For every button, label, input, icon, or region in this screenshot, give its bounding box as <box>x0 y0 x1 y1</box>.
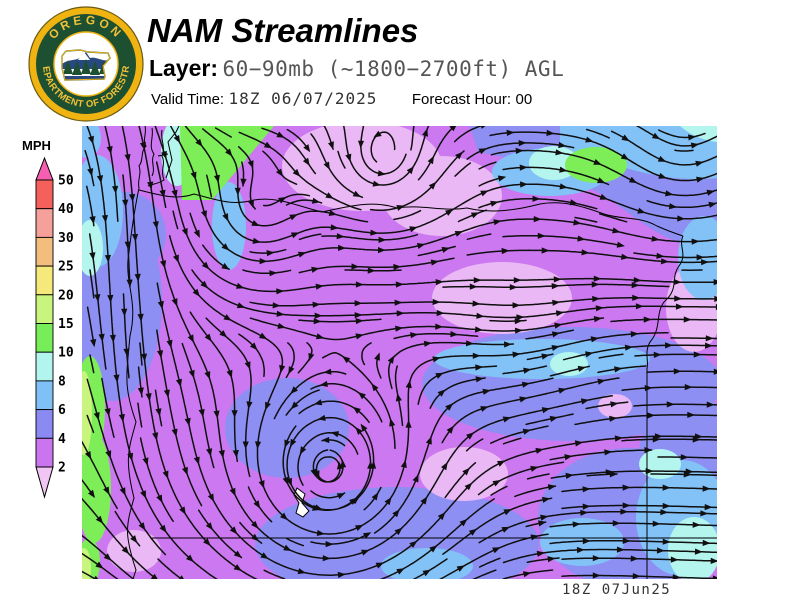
forecast-hour-label: Forecast Hour: <box>411 91 512 108</box>
puget-sound-inlets <box>147 126 180 187</box>
speed-regions-10-15 <box>82 126 627 579</box>
speed-regions-8-10 <box>82 126 717 579</box>
svg-text:40: 40 <box>58 202 74 217</box>
svg-text:20: 20 <box>58 288 74 303</box>
logo-green-band <box>36 14 136 114</box>
odf-logo: OREGON DEPARTMENT OF FORESTRY <box>28 6 144 122</box>
coastline <box>126 126 147 579</box>
valid-time-label: Valid Time: <box>151 91 225 108</box>
svg-text:4: 4 <box>58 432 66 447</box>
map-timestamp: 18Z 07Jun25 <box>562 582 672 598</box>
svg-text:30: 30 <box>58 231 74 246</box>
streamline-arrowheads <box>84 126 717 579</box>
valid-time-value: 18Z 06/07/2025 <box>228 89 378 108</box>
svg-text:25: 25 <box>58 260 74 275</box>
logo-state-scene <box>61 49 111 81</box>
legend-unit-label: MPH <box>22 138 51 153</box>
svg-text:50: 50 <box>58 174 74 189</box>
snake-river <box>646 235 684 369</box>
layer-value: 60−90mb (~1800−2700ft) AGL <box>222 57 565 81</box>
forecast-hour-value: 00 <box>515 91 533 108</box>
layer-line: Layer: 60−90mb (~1800−2700ft) AGL <box>149 55 564 82</box>
columbia-river <box>138 189 684 237</box>
logo-peak-snow <box>78 52 90 60</box>
svg-text:8: 8 <box>58 374 66 389</box>
layer-label: Layer: <box>149 55 219 81</box>
wind-speed-legend: MPH 50 40 30 25 20 15 10 8 6 4 2 <box>22 138 74 499</box>
svg-text:10: 10 <box>58 346 74 361</box>
svg-text:6: 6 <box>58 403 66 418</box>
svg-text:2: 2 <box>58 461 66 476</box>
svg-text:15: 15 <box>58 317 74 332</box>
streamline-paths <box>82 126 717 579</box>
page-title: NAM Streamlines <box>147 12 419 49</box>
streamline-map <box>82 126 717 579</box>
streamlines <box>82 126 717 579</box>
valid-time-line: Valid Time: 18Z 06/07/2025 Forecast Hour… <box>151 89 532 109</box>
legend-scale: 50 40 30 25 20 15 10 8 6 4 2 <box>35 156 74 499</box>
